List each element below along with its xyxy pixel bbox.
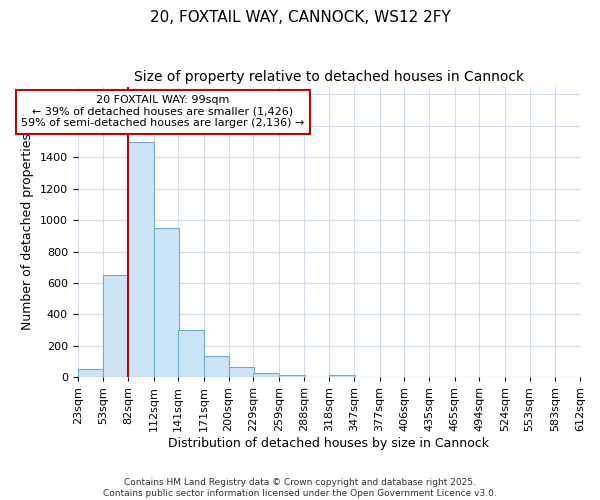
- Bar: [178, 330, 204, 378]
- Text: 20, FOXTAIL WAY, CANNOCK, WS12 2FY: 20, FOXTAIL WAY, CANNOCK, WS12 2FY: [149, 10, 451, 25]
- X-axis label: Distribution of detached houses by size in Cannock: Distribution of detached houses by size …: [169, 437, 490, 450]
- Bar: [154, 228, 179, 378]
- Bar: [304, 376, 329, 378]
- Text: Contains HM Land Registry data © Crown copyright and database right 2025.
Contai: Contains HM Land Registry data © Crown c…: [103, 478, 497, 498]
- Bar: [253, 374, 279, 378]
- Bar: [103, 275, 129, 378]
- Title: Size of property relative to detached houses in Cannock: Size of property relative to detached ho…: [134, 70, 524, 84]
- Text: 20 FOXTAIL WAY: 99sqm
← 39% of detached houses are smaller (1,426)
59% of semi-d: 20 FOXTAIL WAY: 99sqm ← 39% of detached …: [22, 96, 305, 128]
- Bar: [229, 367, 254, 378]
- Bar: [204, 356, 229, 378]
- Bar: [279, 375, 305, 378]
- Bar: [77, 370, 103, 378]
- Bar: [128, 142, 154, 378]
- Bar: [329, 375, 355, 378]
- Y-axis label: Number of detached properties: Number of detached properties: [21, 134, 34, 330]
